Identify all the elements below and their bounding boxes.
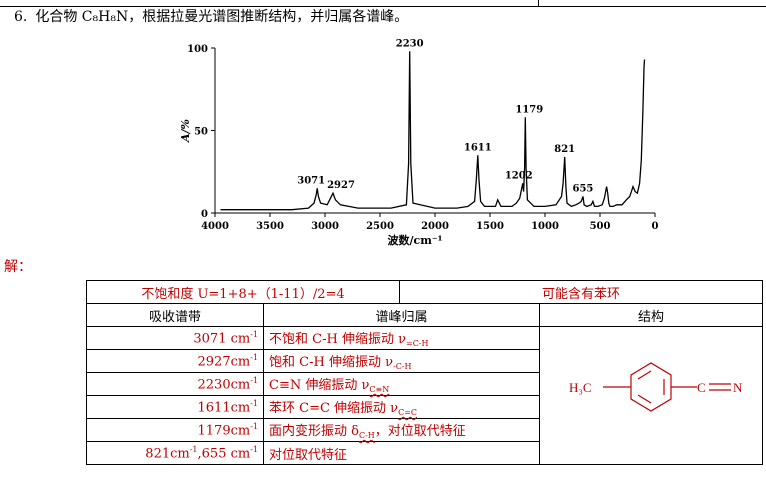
chart-plot-area: 4000 3500 3000 2500 2000 1500 1000 500 0 0 50 100 波数…	[179, 38, 659, 247]
top-divider	[0, 6, 766, 7]
question-text: 化合物 C₈H₈N，根据拉曼光谱图推断结构，并归属各谱峰。	[35, 9, 409, 25]
peak-label: 3071	[297, 175, 325, 186]
assignment-cell: 饱和 C-H 伸缩振动 ν-C-H	[263, 349, 540, 373]
analysis-table: 不饱和度 U=1+8+（1-11）/2=4 可能含有苯环 吸收谱带 谱峰归属 结…	[86, 280, 764, 465]
methyl-group-label: H₃C	[569, 380, 592, 395]
conclusion-cell: 可能含有苯环	[398, 280, 764, 304]
table-row: 不饱和度 U=1+8+（1-11）/2=4 可能含有苯环	[86, 280, 764, 304]
table-row: 1179cm-1 面内变形振动 δC-H，对位取代特征	[86, 418, 763, 442]
band-cell: 821cm-1,655 cm-1	[86, 441, 264, 465]
unsaturation-cell: 不饱和度 U=1+8+（1-11）/2=4	[86, 280, 400, 304]
peak-label: 1202	[505, 170, 533, 181]
x-tick-label: 0	[652, 221, 659, 232]
peak-label: 655	[573, 184, 594, 195]
table-row: 3071 cm-1 不饱和 C-H 伸缩振动 ν=C-H H₃C C N	[86, 326, 764, 465]
assignment-cell: 不饱和 C-H 伸缩振动 ν=C-H	[263, 326, 540, 350]
peak-label: 2230	[396, 38, 424, 49]
peak-label: 1179	[515, 104, 543, 115]
nitrile-nitrogen-label: N	[733, 380, 743, 395]
top-rule	[0, 0, 766, 7]
band-cell: 1179cm-1	[86, 418, 264, 442]
x-tick-label: 3000	[311, 221, 339, 232]
peak-label: 1611	[464, 142, 492, 153]
y-tick-label: 0	[201, 209, 208, 220]
y-tick-label: 100	[187, 44, 208, 55]
benzene-ring	[630, 361, 672, 412]
assignment-cell: 面内变形振动 δC-H，对位取代特征	[263, 418, 540, 442]
x-tick-label: 4000	[201, 221, 229, 232]
header-structure: 结构	[538, 303, 764, 327]
raman-spectrum-chart: 4000 3500 3000 2500 2000 1500 1000 500 0 0 50 100 波数…	[179, 38, 659, 247]
answer-label: 解：	[4, 259, 32, 275]
table-row: 2230cm-1 C≡N 伸缩振动 νC≡N	[86, 372, 763, 396]
band-cell: 2927cm-1	[86, 349, 264, 373]
y-tick-label: 50	[194, 127, 208, 138]
x-tick-label: 3500	[256, 221, 284, 232]
assignment-cell: C≡N 伸缩振动 νC≡N	[263, 372, 540, 396]
peak-label: 821	[554, 144, 575, 155]
band-cell: 2230cm-1	[86, 372, 264, 396]
nitrile-carbon-label: C	[697, 380, 706, 395]
x-tick-label: 500	[590, 221, 611, 232]
band-cell: 1611cm-1	[86, 395, 264, 419]
header-band: 吸收谱带	[86, 303, 264, 327]
table-row: 821cm-1,655 cm-1 对位取代特征	[86, 441, 763, 465]
x-axis-label: 波数/cm⁻¹	[388, 233, 443, 247]
header-assignment: 谱峰归属	[263, 303, 540, 327]
spectrum-line	[220, 51, 646, 211]
x-tick-label: 2000	[421, 221, 449, 232]
top-column-divider	[538, 0, 539, 7]
x-tick-label: 1500	[476, 221, 504, 232]
x-tick-label: 2500	[366, 221, 394, 232]
question-number: 6.	[14, 9, 28, 25]
question: 6. 化合物 C₈H₈N，根据拉曼光谱图推断结构，并归属各谱峰。	[14, 7, 408, 27]
table-header-row: 吸收谱带 谱峰归属 结构	[86, 303, 764, 327]
assignment-cell: 苯环 C=C 伸缩振动 νC=C	[263, 395, 540, 419]
p-tolunitrile-structure: H₃C C N	[569, 361, 743, 412]
structure-cell: H₃C C N	[538, 326, 764, 465]
x-tick-label: 1000	[531, 221, 559, 232]
table-row: 2927cm-1 饱和 C-H 伸缩振动 ν-C-H	[86, 349, 763, 373]
assignment-cell: 对位取代特征	[263, 441, 540, 465]
y-axis-label: A/%	[179, 119, 192, 143]
band-cell: 3071 cm-1	[86, 326, 264, 350]
peak-label: 2927	[327, 180, 355, 191]
